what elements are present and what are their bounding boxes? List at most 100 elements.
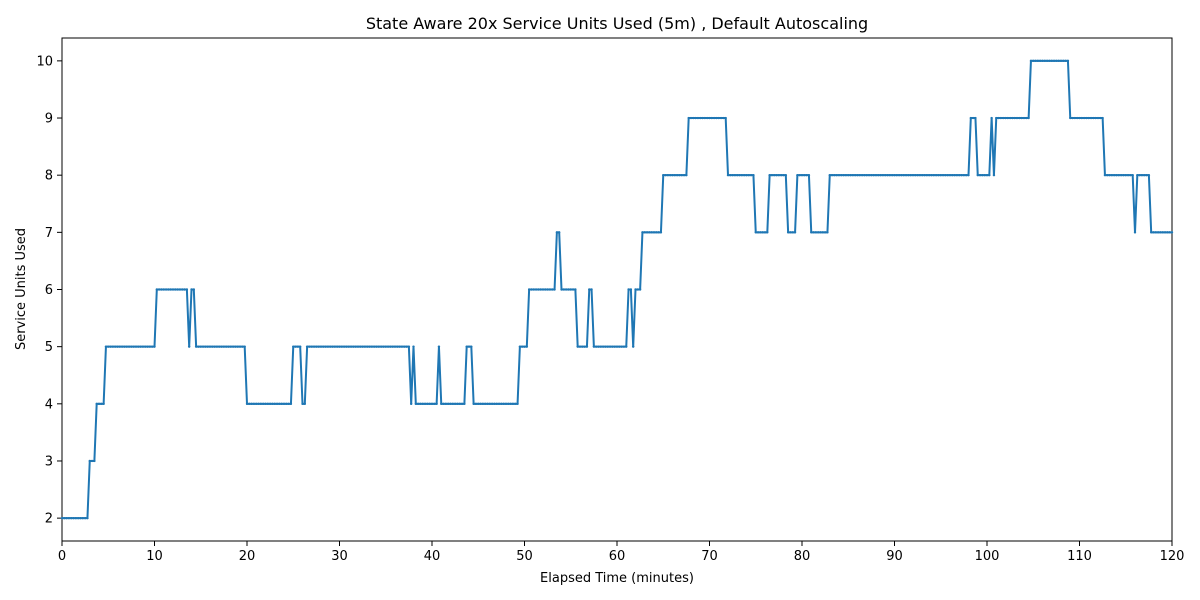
data-point <box>925 173 929 177</box>
data-point <box>962 173 966 177</box>
data-point <box>523 345 526 348</box>
data-point <box>167 288 170 291</box>
data-point <box>479 402 482 406</box>
data-point <box>227 345 230 348</box>
data-point <box>736 173 739 177</box>
data-point <box>243 345 246 348</box>
data-point <box>1022 116 1026 120</box>
data-point <box>123 345 126 348</box>
series-markers <box>60 59 1174 520</box>
data-point <box>564 288 568 291</box>
data-point <box>907 173 910 177</box>
data-point <box>146 345 149 348</box>
x-tick-label: 30 <box>331 549 348 564</box>
data-point <box>271 402 274 406</box>
data-point <box>449 402 452 406</box>
data-point <box>1011 116 1014 120</box>
data-point <box>585 345 589 348</box>
data-point <box>423 402 427 406</box>
x-axis-label: Elapsed Time (minutes) <box>540 571 694 586</box>
data-point <box>467 345 471 348</box>
series-line <box>62 59 1172 520</box>
data-point <box>611 345 614 348</box>
data-point <box>416 402 420 406</box>
data-point <box>1045 59 1049 63</box>
data-point <box>409 402 413 406</box>
data-point <box>1159 231 1162 234</box>
data-point <box>726 173 730 177</box>
data-point <box>1103 173 1107 177</box>
data-point <box>599 345 603 348</box>
data-point <box>421 402 424 406</box>
data-point <box>747 173 751 177</box>
data-point <box>662 173 665 177</box>
data-point <box>486 402 489 406</box>
data-point <box>833 173 836 177</box>
data-point <box>842 173 845 177</box>
data-point <box>278 402 281 406</box>
data-point <box>782 173 785 177</box>
data-point <box>1145 173 1148 177</box>
data-point <box>955 173 959 177</box>
data-point <box>749 173 753 177</box>
data-point <box>1094 116 1097 120</box>
data-point <box>1119 173 1123 177</box>
data-point <box>685 173 688 177</box>
x-axis: 0 10 20 30 40 50 60 70 80 90 100 110 120 <box>58 541 1184 564</box>
x-tick-label: 100 <box>975 549 1000 564</box>
data-point <box>604 345 607 348</box>
data-point <box>1034 59 1037 63</box>
data-point <box>1071 116 1074 120</box>
data-point <box>594 345 598 348</box>
data-point <box>329 345 332 348</box>
data-point <box>791 231 794 234</box>
data-point <box>477 402 480 406</box>
data-point <box>220 345 223 348</box>
data-point <box>83 516 87 520</box>
data-point <box>1066 59 1070 63</box>
data-point <box>414 402 418 406</box>
data-point <box>978 173 982 177</box>
data-point <box>1156 231 1160 234</box>
data-point <box>160 288 163 291</box>
data-point <box>1050 59 1053 63</box>
data-point <box>631 345 635 348</box>
data-point <box>280 402 283 406</box>
data-point <box>918 173 922 177</box>
data-point <box>971 116 975 120</box>
data-point <box>141 345 145 348</box>
data-point <box>890 173 894 177</box>
data-point <box>738 173 741 177</box>
data-point <box>456 402 459 406</box>
data-point <box>322 345 325 348</box>
data-point <box>178 288 182 291</box>
data-point <box>819 231 822 234</box>
data-point <box>282 402 286 406</box>
data-point <box>127 345 131 348</box>
data-point <box>164 288 168 291</box>
data-point <box>162 288 165 291</box>
data-point <box>1069 116 1072 120</box>
data-point <box>255 402 258 406</box>
data-point <box>668 173 672 177</box>
data-point <box>645 231 649 234</box>
data-point <box>65 516 68 520</box>
data-point <box>733 173 737 177</box>
data-point <box>444 402 448 406</box>
data-point <box>453 402 457 406</box>
data-point <box>634 288 637 291</box>
data-point <box>851 173 855 177</box>
data-point <box>201 345 205 348</box>
data-point <box>81 516 85 520</box>
data-point <box>877 173 880 177</box>
data-point <box>967 173 970 177</box>
data-point <box>927 173 931 177</box>
data-point <box>914 173 917 177</box>
data-point <box>76 516 80 520</box>
data-point <box>826 231 829 234</box>
data-point <box>187 345 191 348</box>
data-point <box>888 173 892 177</box>
data-point <box>1129 173 1132 177</box>
data-point <box>157 288 161 291</box>
data-point <box>86 516 89 520</box>
